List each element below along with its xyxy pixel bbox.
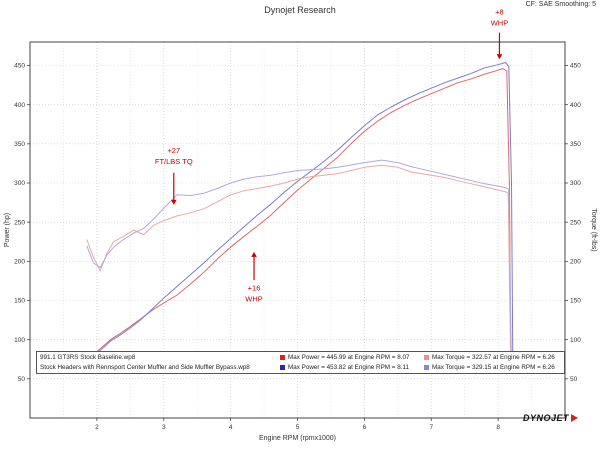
power-color-swatch xyxy=(280,365,285,371)
annotation-text: +8 xyxy=(495,8,504,17)
x-tick-label: 2 xyxy=(95,424,99,431)
series-line-rennsport-exhaust-torque xyxy=(86,159,512,370)
dynojet-arrow-icon xyxy=(571,414,578,422)
annotation-text: WHP xyxy=(245,294,263,303)
legend-row-rennsport-exhaust[interactable]: Stock Headers with Rennsport Center Muff… xyxy=(37,363,564,374)
max-torque-stat: Max Torque = 322.57 at Engine RPM = 6.26 xyxy=(424,354,564,361)
smoothing-info: CF: SAE Smoothing: 5 xyxy=(525,1,596,8)
y-tick-label-right: 150 xyxy=(570,298,581,305)
x-tick-label: 8 xyxy=(496,424,500,431)
x-tick-label: 4 xyxy=(229,424,233,431)
y-tick-label-left: 200 xyxy=(14,259,25,266)
series-line-stock-baseline-torque xyxy=(86,164,512,372)
y-tick-label-right: 350 xyxy=(570,141,581,148)
max-power-text: Max Power = 445.99 at Engine RPM = 8.07 xyxy=(288,353,410,361)
series-line-stock-baseline-power xyxy=(86,68,512,364)
dynojet-logo: DYNOJET xyxy=(523,413,578,423)
y-axis-label-right: Torque (ft-lbs) xyxy=(590,208,597,251)
annotation-arrowhead-icon xyxy=(251,251,257,257)
y-tick-label-left: 300 xyxy=(14,180,25,187)
max-torque-stat: Max Torque = 329.15 at Engine RPM = 6.26 xyxy=(424,364,564,371)
torque-color-swatch xyxy=(424,365,429,371)
run-file-name: 991.1 GT3RS Stock Baseline.wp8 xyxy=(40,353,136,361)
chart-legend: 991.1 GT3RS Stock Baseline.wp8 Max Power… xyxy=(36,351,565,374)
y-tick-label-right: 200 xyxy=(570,259,581,266)
max-power-stat: Max Power = 453.82 at Engine RPM = 8.11 xyxy=(280,364,424,371)
run-file-name: Stock Headers with Rennsport Center Muff… xyxy=(40,364,250,372)
annotation-text: +16 xyxy=(248,283,261,292)
y-tick-label-left: 100 xyxy=(14,337,25,344)
y-tick-label-right: 450 xyxy=(570,63,581,70)
annotation-text: WHP xyxy=(491,19,509,28)
annotation-arrowhead-icon xyxy=(496,54,503,60)
x-tick-label: 7 xyxy=(429,424,433,431)
x-tick-label: 3 xyxy=(162,424,166,431)
x-tick-label: 5 xyxy=(296,424,300,431)
y-tick-label-right: 400 xyxy=(570,102,581,109)
dynojet-logo-text: DYNOJET xyxy=(522,413,569,423)
max-power-stat: Max Power = 445.99 at Engine RPM = 8.07 xyxy=(280,354,424,361)
series-line-rennsport-exhaust-power xyxy=(86,62,514,362)
annotation-arrowhead-icon xyxy=(171,199,177,205)
y-tick-label-left: 450 xyxy=(14,63,25,70)
max-power-text: Max Power = 453.82 at Engine RPM = 8.11 xyxy=(288,364,409,372)
annotation-text: +27 xyxy=(167,146,180,155)
y-tick-label-left: 400 xyxy=(14,102,25,109)
y-tick-label-left: 250 xyxy=(14,219,25,226)
page-title: Dynojet Research xyxy=(264,5,336,15)
y-tick-label-left: 50 xyxy=(18,376,26,383)
x-tick-label: 6 xyxy=(363,424,367,431)
max-torque-text: Max Torque = 329.15 at Engine RPM = 6.26 xyxy=(432,364,555,372)
x-axis-label: Engine RPM (rpmx1000) xyxy=(259,435,336,442)
annotation-text: FT/LBS TQ xyxy=(155,157,193,166)
y-tick-label-right: 250 xyxy=(570,219,581,226)
y-tick-label-right: 50 xyxy=(570,376,578,383)
y-tick-label-right: 100 xyxy=(570,337,581,344)
legend-row-stock-baseline[interactable]: 991.1 GT3RS Stock Baseline.wp8 Max Power… xyxy=(37,352,564,363)
y-tick-label-left: 150 xyxy=(14,298,25,305)
torque-color-swatch xyxy=(424,354,429,360)
power-color-swatch xyxy=(280,354,285,360)
y-tick-label-right: 300 xyxy=(570,180,581,187)
y-axis-label-left: Power (hp) xyxy=(4,213,11,247)
max-torque-text: Max Torque = 322.57 at Engine RPM = 6.26 xyxy=(432,353,555,361)
y-tick-label-left: 350 xyxy=(14,141,25,148)
